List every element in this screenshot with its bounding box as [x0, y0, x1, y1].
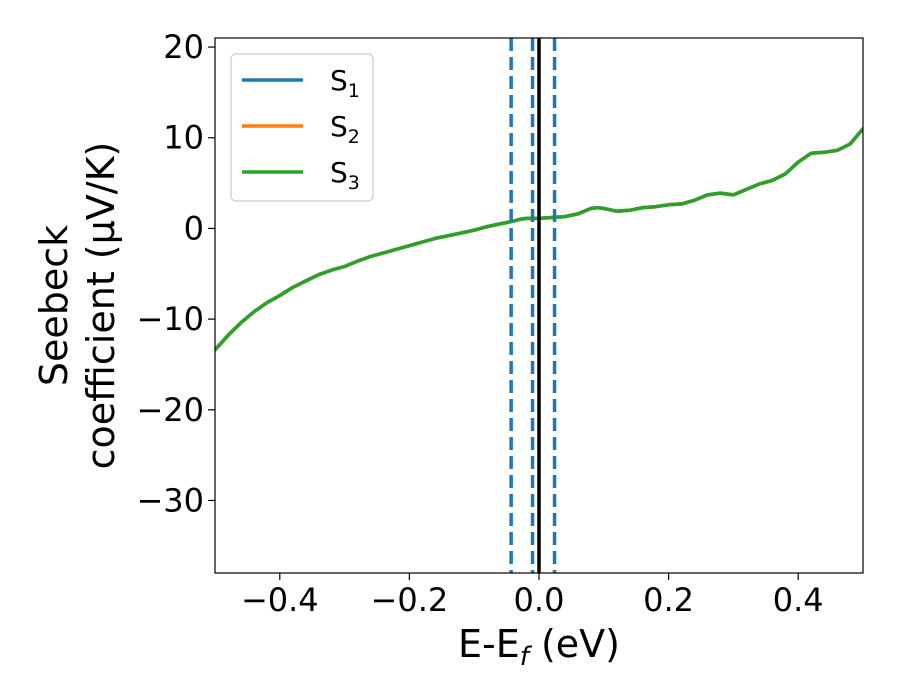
- x-tick-label: 0.4: [773, 581, 824, 619]
- legend-label-s3: S3: [330, 156, 360, 194]
- series-line-s3: [215, 126, 863, 352]
- y-tick-label: −30: [136, 481, 204, 519]
- y-tick-label: −10: [136, 300, 204, 338]
- y-tick-label: 0: [184, 209, 204, 247]
- legend-label-s1: S1: [330, 64, 360, 102]
- legend-label-s2: S2: [330, 110, 360, 148]
- x-axis-label: E-Ef (eV): [458, 622, 620, 672]
- axis-labels: E-Ef (eV) Seebeckcoefficient (μV/K): [32, 142, 620, 672]
- x-tick-label: 0.2: [643, 581, 694, 619]
- plot-data-layer: [215, 38, 863, 573]
- y-tick-label: 10: [163, 119, 204, 157]
- y-tick-label: 20: [163, 28, 204, 66]
- x-tick-label: −0.4: [241, 581, 319, 619]
- y-axis-label: Seebeckcoefficient (μV/K): [32, 142, 123, 470]
- x-tick-label: 0.0: [514, 581, 565, 619]
- axis-layer: −0.4 −0.2 0.0 0.2 0.4 −30 −20 −10 0 10 20: [136, 28, 823, 619]
- legend: S1 S2 S3: [230, 53, 374, 202]
- x-tick-label: −0.2: [371, 581, 449, 619]
- y-tick-label: −20: [136, 391, 204, 429]
